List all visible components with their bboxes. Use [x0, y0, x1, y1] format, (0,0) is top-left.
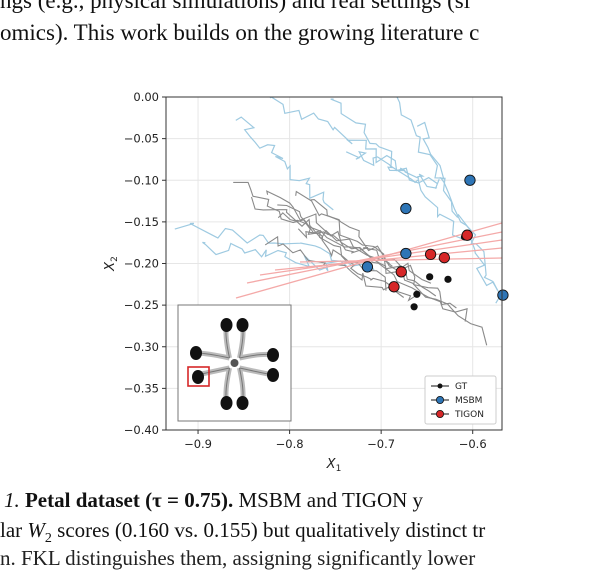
inset-cluster	[236, 396, 249, 410]
tigon-point	[461, 229, 473, 241]
msbm-trajectory	[235, 116, 334, 211]
caption-line-1: re 1. Petal dataset (τ = 0.75). MSBM and…	[0, 488, 423, 513]
caption-line-2: lar W2 scores (0.160 vs. 0.155) but qual…	[0, 518, 485, 547]
y-tick-label: −0.20	[124, 257, 159, 271]
body-text-line-1: ngs (e.g., physical simulations) and rea…	[0, 0, 471, 13]
inset-center	[230, 359, 239, 367]
tigon-trajectory	[274, 247, 502, 271]
gt-point	[426, 273, 434, 281]
figure-label: re 1.	[0, 488, 20, 512]
y-axis-label: X2	[103, 256, 120, 272]
caption-rest-1: MSBM and TIGON y	[233, 488, 424, 512]
msbm-point	[497, 289, 509, 301]
msbm-trajectory	[330, 98, 472, 241]
gt-point	[444, 275, 452, 283]
tau-text: (τ = 0.75).	[145, 488, 234, 512]
y-tick-label: −0.25	[124, 298, 159, 312]
tigon-trajectory	[299, 257, 502, 263]
msbm-trajectory	[269, 97, 438, 185]
msbm-point	[464, 174, 476, 186]
data-points	[361, 174, 509, 311]
msbm-point	[361, 261, 374, 273]
inset-cluster	[190, 346, 202, 360]
legend-marker	[435, 409, 444, 418]
caption-line-3: n. FKL distinguishes them, assigning sig…	[0, 546, 476, 570]
tigon-trajectory	[246, 231, 502, 284]
tigon-trajectory	[259, 239, 502, 276]
w2-symbol: W	[27, 518, 45, 542]
inset-highlight-box	[187, 366, 210, 387]
caption-line2-pre: lar	[0, 518, 28, 542]
gt-trajectory	[295, 190, 488, 346]
msbm-trajectory	[202, 241, 348, 272]
y-tick-label: −0.15	[124, 215, 159, 229]
y-tick-label: −0.30	[124, 340, 159, 354]
inset-overview	[177, 304, 292, 422]
tigon-point	[438, 252, 450, 264]
inset-cluster	[192, 370, 204, 384]
y-tick-label: 0.00	[133, 90, 159, 104]
msbm-trajectory	[416, 121, 502, 304]
tigon-point	[424, 248, 437, 260]
y-tick-label: −0.05	[124, 132, 159, 146]
trajectory-lines	[174, 97, 502, 346]
msbm-trajectory	[345, 150, 440, 190]
inset-cluster	[267, 368, 279, 382]
msbm-point	[400, 247, 412, 260]
legend-label: MSBM	[455, 396, 482, 406]
y-tick-label: −0.35	[124, 381, 159, 395]
w2-subscript: 2	[44, 531, 52, 547]
x-tick-label: −0.8	[276, 437, 304, 451]
gt-trajectory	[277, 212, 393, 267]
y-tick-label: −0.40	[124, 423, 159, 437]
inset-cluster	[220, 318, 233, 332]
x-tick-label: −0.9	[184, 437, 212, 451]
legend-marker	[437, 383, 443, 389]
legend-label: GT	[455, 382, 468, 392]
axis-ticks: −0.9 −0.8 −0.7 −0.6 0.00 −0.05 −0.10 −0.15 −0.20…	[124, 90, 487, 451]
gt-trajectory	[310, 199, 457, 309]
tigon-point	[395, 266, 407, 278]
inset-cluster	[267, 348, 279, 362]
gt-point	[413, 290, 421, 298]
inset-cluster	[236, 318, 249, 332]
dataset-title: Petal dataset	[24, 488, 140, 512]
legend-label: TIGON	[454, 410, 484, 420]
msbm-point	[400, 202, 412, 215]
x-axis-label: X1	[326, 457, 342, 474]
tigon-point	[388, 281, 400, 293]
y-tick-label: −0.10	[124, 173, 159, 187]
x-tick-label: −0.6	[459, 437, 487, 451]
gt-trajectory	[266, 190, 437, 297]
body-text-line-2: omics). This work builds on the growing …	[0, 20, 480, 45]
petal-figure: −0.9 −0.8 −0.7 −0.6 0.00 −0.05 −0.10 −0.15 −0.20…	[103, 90, 509, 474]
gt-point	[410, 303, 418, 311]
gt-trajectory	[250, 196, 432, 284]
legend: GT MSBM TIGON	[424, 375, 497, 425]
x-tick-label: −0.7	[367, 437, 395, 451]
caption-line2-post: scores (0.160 vs. 0.155) but qualitative…	[51, 518, 486, 542]
inset-cluster	[220, 396, 233, 410]
legend-marker	[435, 395, 444, 404]
